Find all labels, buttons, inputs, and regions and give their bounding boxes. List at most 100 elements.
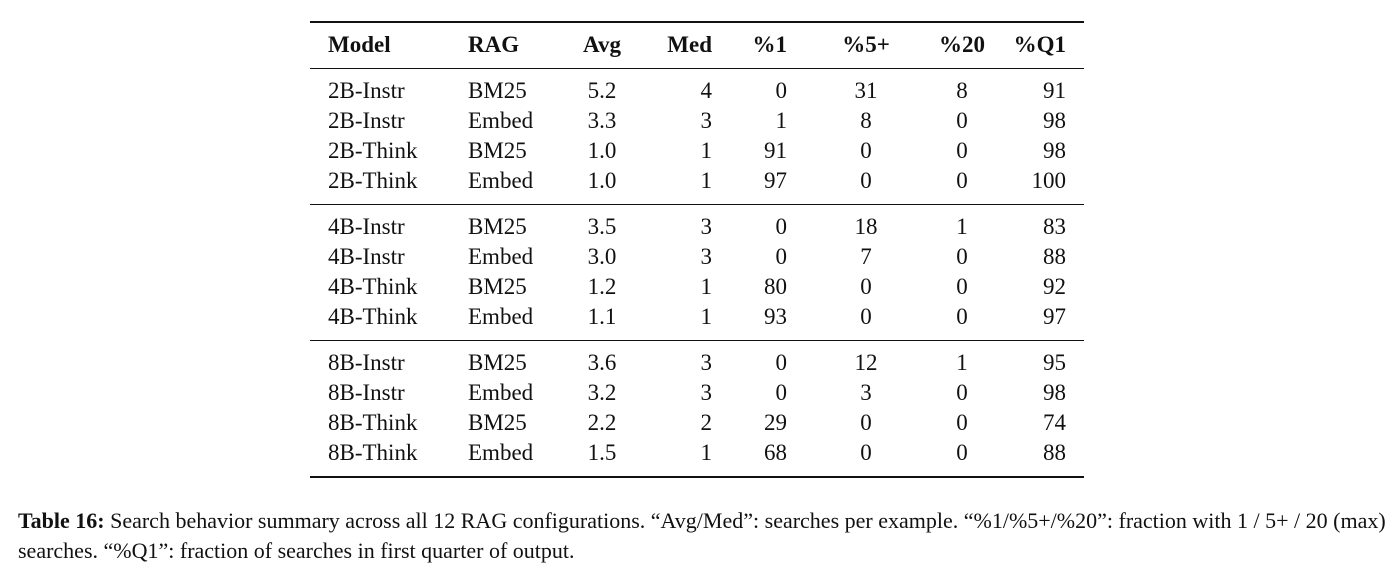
table-cell: 8B-Instr [328,380,405,405]
table-cell: 31 [854,78,878,103]
table-cell: Embed [468,380,534,405]
table-cell: 0 [956,108,968,133]
rule [310,340,1084,341]
table-cell: 3 [700,214,713,239]
table-cell: 98 [1043,380,1066,405]
table-cell: 97 [1043,304,1066,329]
table-cell: 74 [1043,410,1066,435]
table-cell: 3 [700,244,713,269]
table-cell: 8B-Instr [328,350,405,375]
table-cell: 3 [860,380,872,405]
table-cell: 1.1 [587,304,617,329]
table-cell: Embed [468,440,534,465]
table-cell: 0 [956,380,968,405]
caption-label: Table 16: [18,508,105,533]
table-cell: 3.6 [587,350,617,375]
table-cell: 92 [1043,274,1066,299]
table-cell: 0 [860,138,872,163]
table-cell: 18 [854,214,878,239]
table-cell: 3.2 [587,380,617,405]
table-cell: 4B-Instr [328,244,405,269]
table-cell: 2B-Instr [328,78,405,103]
table-cell: 8B-Think [328,410,418,435]
table-cell: 0 [956,138,968,163]
column-header: Med [667,32,712,57]
table-cell: 2B-Think [328,168,418,193]
table-cell: 1 [700,138,713,163]
table-cell: 4B-Instr [328,214,405,239]
table-cell: 0 [956,244,968,269]
table-cell: 91 [1043,78,1066,103]
table-cell: 98 [1043,108,1066,133]
table-cell: 3 [700,350,713,375]
table-cell: 4B-Think [328,304,418,329]
table-cell: 0 [860,410,872,435]
caption: Table 16: Search behavior summary across… [18,506,1394,566]
table-cell: 1.5 [587,440,617,465]
table-cell: 0 [775,78,788,103]
table-cell: 68 [764,440,787,465]
column-header: RAG [468,32,520,57]
table-cell: 4 [700,78,713,103]
table-cell: 12 [854,350,878,375]
table-cell: 98 [1043,138,1066,163]
column-header: %1 [752,32,788,57]
table-cell: 1.0 [587,168,617,193]
table-cell: 0 [956,168,968,193]
table-cell: 3.0 [587,244,617,269]
table-cell: 2 [700,410,713,435]
table-cell: 0 [775,244,788,269]
table-cell: 93 [764,304,787,329]
table-cell: 0 [860,440,872,465]
table-cell: 1 [700,168,713,193]
table-cell: 3.3 [587,108,617,133]
table-cell: 83 [1043,214,1066,239]
table-cell: 29 [764,410,787,435]
table-cell: 1 [700,304,713,329]
table-cell: 80 [764,274,787,299]
table-cell: BM25 [468,214,527,239]
column-header: %20 [939,32,985,57]
rule [310,21,1084,23]
table-cell: 2B-Instr [328,108,405,133]
table-cell: BM25 [468,350,527,375]
caption-text: Search behavior summary across all 12 RA… [18,508,1386,563]
column-header: %Q1 [1013,32,1066,57]
table-cell: 97 [764,168,787,193]
table-cell: BM25 [468,78,527,103]
table-cell: 0 [956,440,968,465]
table-cell: Embed [468,244,534,269]
table-cell: 0 [956,304,968,329]
table-cell: 0 [860,168,872,193]
table-cell: 2.2 [587,410,617,435]
table-cell: 3.5 [587,214,617,239]
table-cell: BM25 [468,138,527,163]
table-cell: 0 [956,410,968,435]
table-cell: 1 [956,214,968,239]
table-cell: 1 [956,350,968,375]
table-cell: 100 [1031,168,1067,193]
table-cell: 1 [775,108,788,133]
table-cell: BM25 [468,410,527,435]
table-cell: 0 [956,274,968,299]
table-cell: 2B-Think [328,138,418,163]
table-cell: 8B-Think [328,440,418,465]
table-cell: 0 [860,304,872,329]
table-cell: 3 [700,108,713,133]
table-cell: 88 [1043,440,1066,465]
table-cell: 1.0 [587,138,617,163]
table-cell: Embed [468,304,534,329]
table-cell: Embed [468,168,534,193]
rule [310,68,1084,69]
table-cell: 0 [860,274,872,299]
table-cell: 1.2 [587,274,617,299]
table-cell: 91 [764,138,787,163]
table-cell: 95 [1043,350,1066,375]
table-cell: 1 [700,274,713,299]
table-cell: 4B-Think [328,274,418,299]
table-cell: 0 [775,380,788,405]
rule [310,476,1084,478]
rule [310,204,1084,205]
table-cell: 0 [775,350,788,375]
